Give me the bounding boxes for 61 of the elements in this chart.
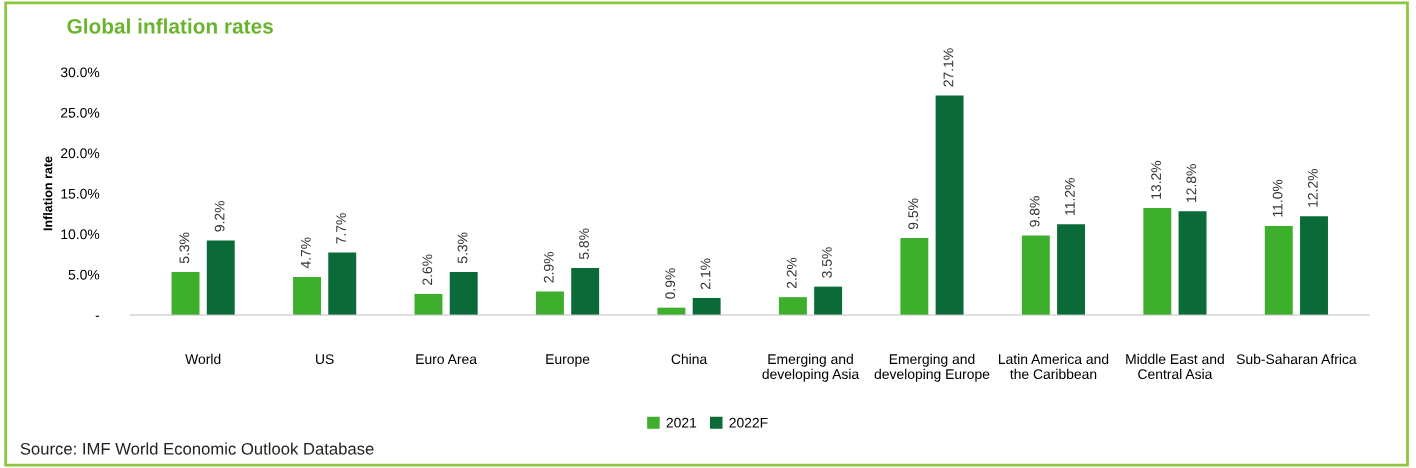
- x-tick-label: Emerging and developing Europe: [874, 353, 990, 382]
- data-label: 9.2%: [214, 200, 225, 232]
- data-label: 11.2%: [1064, 178, 1075, 215]
- data-label: 9.5%: [908, 198, 919, 230]
- x-tick-label: Latin America and the Caribbean: [999, 353, 1109, 380]
- y-tick-label: 30.0%: [60, 67, 100, 78]
- source-note: Source: IMF World Economic Outlook Database: [20, 442, 374, 455]
- data-label: 2.1%: [700, 258, 711, 289]
- bar: [1178, 211, 1207, 315]
- bar: [900, 238, 929, 315]
- y-tick-label: 20.0%: [61, 148, 100, 159]
- bar: [171, 272, 200, 315]
- bar: [449, 272, 478, 315]
- bar: [1021, 235, 1050, 315]
- chart-title: Global inflation rates: [67, 18, 273, 34]
- y-tick-label: 10.0%: [61, 229, 100, 240]
- x-tick-label: US: [316, 354, 334, 365]
- bar: [293, 276, 321, 315]
- bar: [414, 293, 443, 315]
- bar: [1264, 225, 1293, 315]
- data-label: 5.3%: [457, 232, 468, 264]
- bar: [571, 268, 600, 315]
- data-label: 2.9%: [543, 251, 554, 283]
- data-label: 2.6%: [422, 254, 433, 285]
- bar: [535, 291, 564, 315]
- bar: [1057, 224, 1086, 315]
- legend-label: 2021: [666, 417, 697, 428]
- x-tick-label: Middle East and Central Asia: [1126, 353, 1224, 380]
- x-tick-label: Euro Area: [416, 354, 477, 365]
- bar: [1300, 216, 1328, 315]
- data-label: 3.5%: [822, 247, 832, 278]
- bar: [935, 95, 964, 315]
- data-label: 4.7%: [300, 237, 311, 269]
- x-tick-label: China: [671, 353, 708, 365]
- data-label: 11.0%: [1272, 179, 1283, 217]
- data-label: 13.2%: [1151, 160, 1162, 199]
- data-label: 0.9%: [665, 268, 676, 299]
- y-tick-label: 25.0%: [61, 107, 100, 118]
- x-tick-label: World: [185, 353, 221, 365]
- bar: [1143, 208, 1172, 315]
- legend-label: 2022F: [729, 417, 768, 428]
- bar: [328, 252, 357, 315]
- y-tick-label: -: [95, 315, 100, 317]
- x-tick-label: Emerging and developing Asia: [762, 353, 860, 382]
- bar: [692, 297, 721, 315]
- data-label: 27.1%: [943, 48, 954, 87]
- bar: [778, 297, 807, 315]
- data-label: 12.2%: [1307, 168, 1318, 207]
- bar: [814, 286, 843, 315]
- data-label: 9.8%: [1029, 196, 1040, 227]
- x-tick-label: Sub-Saharan Africa: [1236, 353, 1357, 365]
- y-tick-label: 15.0%: [61, 188, 100, 199]
- data-label: 5.8%: [579, 228, 589, 260]
- data-label: 2.2%: [786, 257, 797, 289]
- x-tick-label: Europe: [546, 354, 590, 367]
- data-label: 7.7%: [336, 213, 346, 244]
- y-tick-label: 5.0%: [68, 269, 100, 280]
- bar: [206, 240, 235, 315]
- data-label: 12.8%: [1186, 164, 1197, 202]
- y-axis-title: Inflation rate: [43, 156, 53, 231]
- data-label: 5.3%: [179, 232, 190, 264]
